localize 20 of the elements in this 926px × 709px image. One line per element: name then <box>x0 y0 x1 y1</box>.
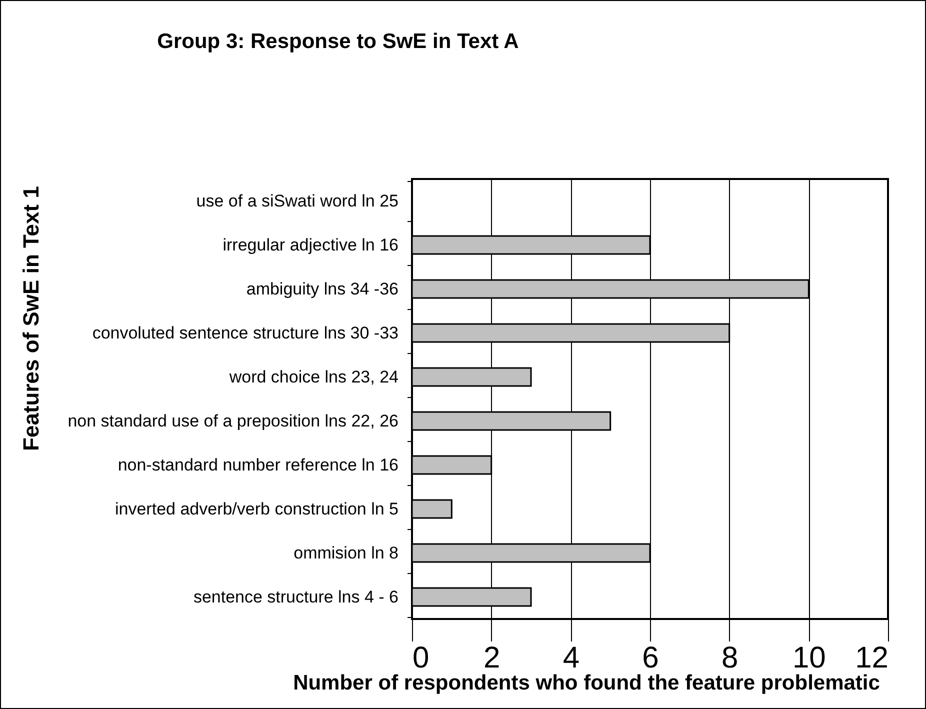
y-axis-title: Features of SwE in Text 1 <box>18 186 44 451</box>
y-tick-label: inverted adverb/verb construction ln 5 <box>115 500 398 518</box>
y-tick-label: non standard use of a preposition lns 22, 26 <box>68 412 398 430</box>
y-tick-label: sentence structure lns 4 - 6 <box>193 588 398 606</box>
y-tick-label: convoluted sentence structure lns 30 -33 <box>92 324 398 342</box>
x-tick-label: 2 <box>483 642 500 674</box>
x-axis-title: Number of respondents who found the feature problematic <box>293 672 880 694</box>
y-tick-label: irregular adjective ln 16 <box>222 236 398 254</box>
x-tick-label: 12 <box>855 642 888 674</box>
y-tick-label: ambiguity lns 34 -36 <box>246 280 398 298</box>
y-tick-label: word choice lns 23, 24 <box>228 368 398 386</box>
x-tick-label: 6 <box>642 642 659 674</box>
x-tick-label: 10 <box>792 642 826 674</box>
x-tick-label: 0 <box>412 642 430 674</box>
y-tick-label: non-standard number reference ln 16 <box>118 456 398 474</box>
x-tick-label: 4 <box>562 642 580 674</box>
y-tick-label: use of a siSwati word ln 25 <box>196 192 398 210</box>
chart-title: Group 3: Response to SwE in Text A <box>157 30 519 53</box>
y-tick-label: ommision ln 8 <box>294 544 398 562</box>
x-tick-label: 8 <box>721 642 738 674</box>
